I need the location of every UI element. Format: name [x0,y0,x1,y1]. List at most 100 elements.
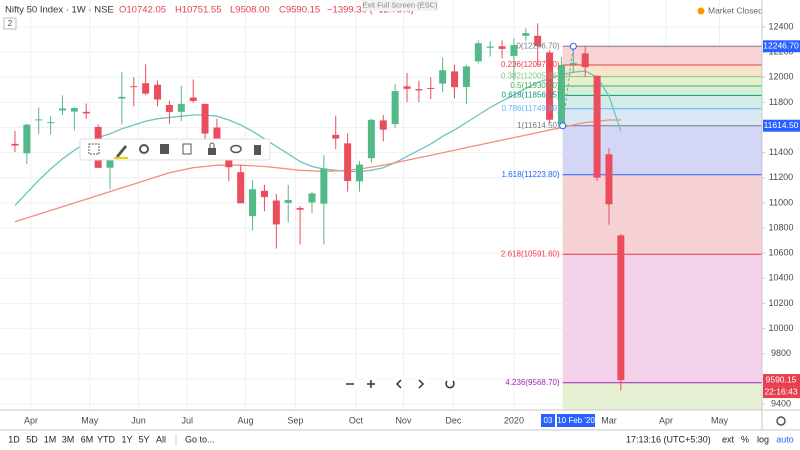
ohlc-low: L9508.00 [230,5,270,16]
time-range-button[interactable]: All [156,434,166,444]
icon-delete[interactable] [254,145,261,155]
ohlc-open: O10742.05 [119,5,166,16]
candle-body [189,97,197,102]
fib-label: 1.618(11223.80) [502,170,560,179]
scroll-left[interactable] [391,376,407,392]
x-tick-label: Jun [131,415,146,425]
fib-band [562,95,762,109]
candle-body [70,108,78,112]
time-range-button[interactable]: 1M [44,434,57,444]
candle-body [11,143,19,146]
candle-body [130,86,138,88]
candle-body [332,134,340,139]
icon-clone[interactable] [182,143,192,155]
candle-body [569,63,577,65]
time-range-button[interactable]: 6M [81,434,94,444]
x-tick-label: Apr [659,415,673,425]
exit-fullscreen-button[interactable] [362,0,438,11]
candle-body [165,104,173,112]
time-range-button[interactable]: YTD [97,434,116,444]
reset-chart[interactable] [442,376,458,392]
crosshair-date-box [557,414,595,427]
candle-body [47,122,55,124]
fib-anchor[interactable] [559,122,567,130]
settings-icon[interactable] [776,416,786,426]
candle-body [249,189,257,217]
x-tick-label: Nov [395,415,412,425]
icon-visibility[interactable] [230,144,242,154]
fib-label: 0.382(12005.06) [501,72,560,81]
candle-body [415,89,423,91]
candle-body [284,200,292,203]
price-label: 9590.15 [766,374,797,384]
ohlc-high: H10751.55 [175,5,221,16]
candle-body [296,207,304,210]
crosshair-date: 03 [544,416,553,425]
ohlc-close: C9590.15 [279,5,320,16]
price-label: 11614.50 [764,120,799,130]
axis-option[interactable]: auto [776,434,794,444]
icon-lock[interactable] [208,148,216,155]
candle-body [617,235,625,381]
goto-button[interactable]: Go to... [185,434,215,444]
zoom-in-icon [367,380,375,388]
candle-body [379,120,387,130]
icon-settings[interactable] [139,144,149,154]
candle-body [344,143,352,182]
time-range-button[interactable]: 1D [8,434,20,444]
scroll-right-icon [418,379,425,389]
exit-fullscreen-label[interactable]: Exit Full Screen (ESC) [362,0,438,9]
icon-template[interactable] [88,143,100,155]
price-label: 12246.70 [763,41,799,51]
time-range-button[interactable]: 5D [26,434,38,444]
candle-body [308,193,316,203]
candle-body [35,119,43,121]
drawing-toolbar [79,138,271,161]
icon-visual-order[interactable] [160,144,169,154]
candle-body [391,91,399,125]
fib-label: 0.786(11749.99) [502,104,560,113]
y-tick-label: 10800 [768,222,793,232]
clock: 17:13:16 (UTC+5:30) [626,434,711,444]
x-tick-label: May [81,415,99,425]
label-layer: 0(12246.70) 0.236(12097.50) 0.382(12005.06… [501,41,577,387]
candle-body [474,43,482,62]
x-tick-label: Mar [601,415,617,425]
icon-lock-shackle [209,142,215,148]
symbol[interactable]: Nifty 50 Index · 1W · NSE [5,5,114,16]
fib-label: 4.236(9568.70) [505,378,560,387]
candle-body [118,96,126,99]
y-tick-label: 10000 [768,323,793,333]
pane-count[interactable]: 2 [8,19,13,28]
candle-body [534,35,542,47]
icon-pen[interactable] [116,145,127,158]
candle-body [462,66,470,87]
y-tick-label: 11200 [769,172,793,182]
axis-option[interactable]: % [741,434,749,444]
candle-body [427,87,435,89]
candle-body [510,44,518,56]
time-range-button[interactable]: 5Y [138,434,149,444]
market-status-dot [697,7,705,15]
fib-anchor[interactable] [569,42,577,50]
zoom-controls [342,376,458,392]
fib-label: 2.618(10591.60) [501,249,560,258]
candle-body [260,190,268,198]
y-tick-label: 12000 [768,72,793,82]
fib-label: 0(12246.70) [516,41,559,50]
pane-button[interactable] [3,17,17,30]
axis-option[interactable]: log [757,434,769,444]
fib-band [562,76,762,86]
y-tick-label: 11000 [769,197,793,207]
time-range-button[interactable]: 3M [62,434,75,444]
candle-body [557,64,565,125]
candle-body [237,172,245,204]
fib-band [562,254,762,383]
scroll-right[interactable] [413,376,429,392]
x-tick-label: Dec [445,415,462,425]
fib-band [562,174,762,255]
time-range-button[interactable]: 1Y [121,434,132,444]
fib-band [562,65,762,77]
x-tick-label: Jul [181,415,193,425]
axis-option[interactable]: ext [722,434,735,444]
